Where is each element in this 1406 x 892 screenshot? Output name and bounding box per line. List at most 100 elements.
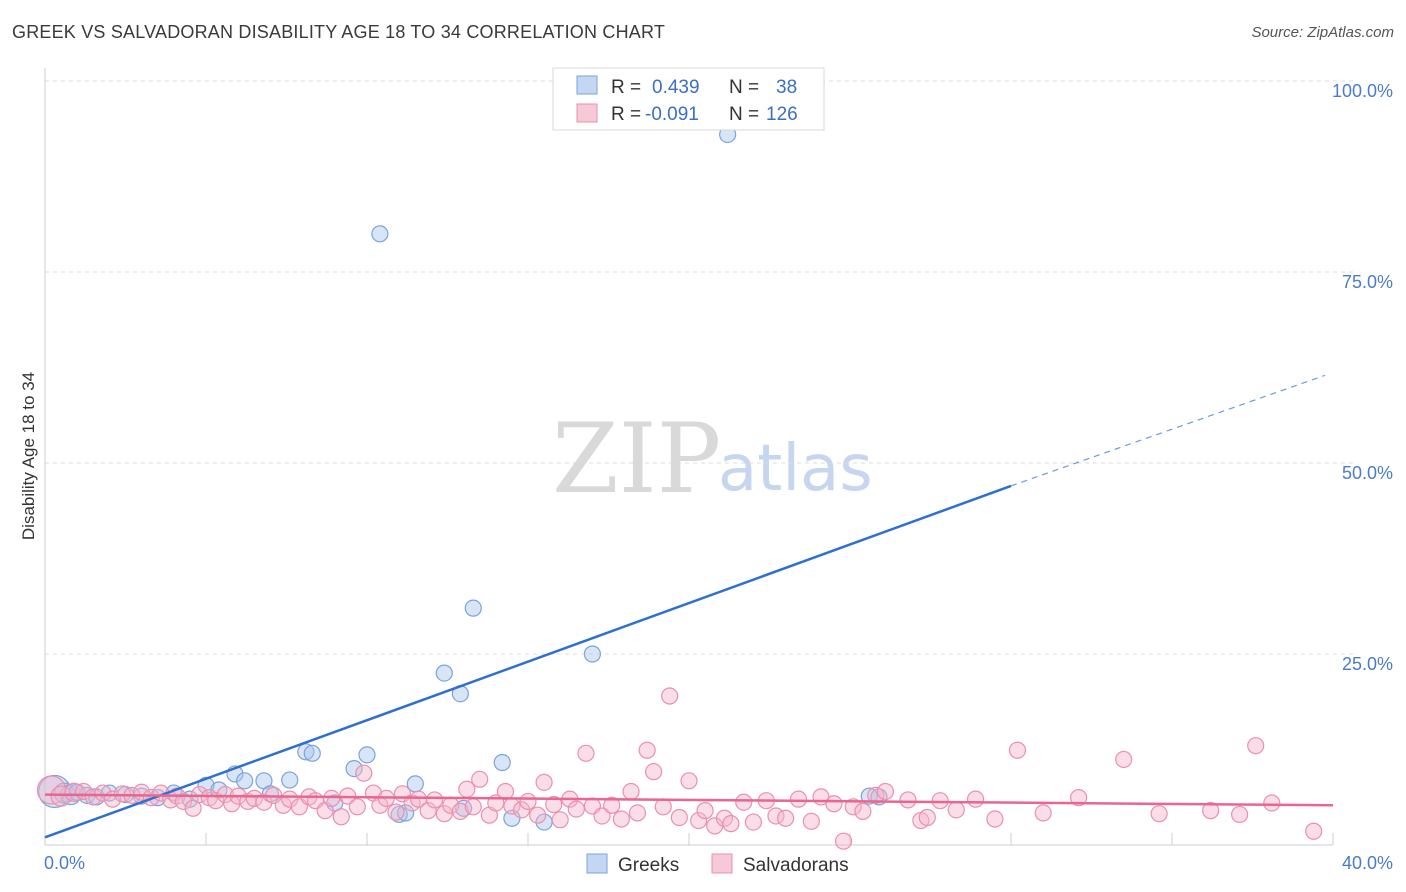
salvadorans-swatch <box>576 103 598 123</box>
salvadorans-point <box>802 812 820 830</box>
greeks-point <box>358 746 376 764</box>
salvadorans-point <box>355 764 373 782</box>
salvadorans-n-value: 126 <box>766 104 798 125</box>
stats-legend-box <box>552 67 825 131</box>
greeks-point <box>53 782 75 804</box>
greeks-point <box>303 744 321 762</box>
salvadorans-point <box>567 800 585 818</box>
salvadorans-point <box>84 788 102 806</box>
greeks-n-label: N = <box>729 77 759 98</box>
salvadorans-point <box>1202 802 1220 820</box>
salvadorans-point <box>918 808 936 827</box>
salvadorans-point <box>638 741 656 759</box>
data-points <box>36 72 1323 850</box>
salvadorans-point <box>789 790 808 808</box>
salvadorans-point <box>1115 750 1133 769</box>
salvadorans-r-label: R = <box>611 104 641 125</box>
salvadorans-point <box>696 802 714 820</box>
legend-greeks-label: Greeks <box>618 855 679 876</box>
salvadorans-point <box>744 813 763 831</box>
watermark-zip: ZIP <box>552 403 721 515</box>
salvadorans-point <box>1231 805 1249 824</box>
x-tick-label-min: 0.0% <box>44 853 85 873</box>
salvadorans-point <box>876 782 895 801</box>
salvadorans-point <box>322 789 341 807</box>
greeks-point <box>281 771 299 789</box>
salvadorans-point <box>680 772 698 790</box>
salvadorans-point <box>519 792 537 811</box>
salvadorans-point <box>867 786 885 804</box>
salvadorans-point <box>834 832 853 850</box>
y-tick-label: 25.0% <box>1342 654 1393 674</box>
salvadorans-point <box>854 802 872 820</box>
greeks-r-label: R = <box>611 77 641 98</box>
salvadorans-point <box>174 792 193 811</box>
salvadorans-point <box>986 810 1004 828</box>
legend-salvadorans-label: Salvadorans <box>743 855 849 876</box>
salvadorans-point <box>535 773 553 791</box>
salvadorans-point <box>387 803 405 821</box>
salvadorans-point <box>245 789 263 807</box>
salvadorans-point <box>1034 804 1052 822</box>
greeks-point <box>236 772 254 790</box>
salvadorans-point <box>1008 741 1027 759</box>
salvadorans-point <box>622 782 640 801</box>
salvadorans-point <box>216 785 234 804</box>
salvadorans-point <box>931 792 949 810</box>
salvadorans-point <box>529 806 547 824</box>
salvadorans-point <box>899 791 917 809</box>
greeks-point <box>493 753 511 772</box>
salvadorans-point <box>670 808 688 827</box>
salvadorans-trend-line <box>44 793 1334 807</box>
salvadorans-point <box>735 793 753 811</box>
salvadorans-point <box>551 811 569 829</box>
greeks-point <box>583 645 602 663</box>
greeks-trend-extension <box>1010 374 1326 487</box>
salvadorans-point <box>628 804 647 822</box>
salvadorans-point <box>690 811 708 830</box>
salvadorans-point <box>471 770 489 788</box>
salvadorans-point <box>64 782 84 802</box>
salvadorans-point <box>464 798 482 816</box>
greeks-swatch <box>576 75 598 95</box>
salvadorans-point <box>419 802 437 820</box>
salvadorans-point <box>348 798 366 816</box>
greeks-point <box>397 804 415 822</box>
y-tick-label: 50.0% <box>1342 463 1393 483</box>
legend-salvadorans-swatch <box>711 853 733 874</box>
x-tick-label-max: 40.0% <box>1342 853 1393 873</box>
watermark-atlas: atlas <box>718 432 873 506</box>
gridlines <box>45 80 1353 655</box>
greeks-point <box>435 664 453 682</box>
salvadorans-point <box>844 798 862 816</box>
y-axis-title: Disability Age 18 to 34 <box>19 372 38 540</box>
salvadorans-point <box>1247 737 1265 755</box>
salvadorans-point <box>776 809 795 827</box>
salvadorans-point <box>255 793 273 811</box>
salvadorans-point <box>426 791 444 809</box>
stats-legend: R = 0.439 N = 38 R = -0.091 N = 126 <box>552 67 825 131</box>
y-tick-label: 100.0% <box>1332 81 1393 101</box>
salvadorans-point <box>451 802 469 820</box>
salvadorans-point <box>966 790 985 808</box>
y-tick-label: 75.0% <box>1342 272 1393 292</box>
salvadorans-point <box>577 744 595 762</box>
salvadorans-point <box>1263 794 1281 812</box>
salvadorans-point <box>593 807 611 825</box>
salvadorans-point <box>1150 805 1168 823</box>
greeks-point <box>371 225 389 243</box>
salvadorans-point <box>722 815 740 833</box>
salvadorans-point <box>50 785 72 807</box>
greeks-point <box>860 787 878 805</box>
salvadorans-point <box>947 801 965 819</box>
axes: 25.0% 50.0% 75.0% 100.0% 0.0% 40.0% <box>44 68 1393 873</box>
salvadorans-point <box>1070 789 1088 807</box>
source-credit: Source: ZipAtlas.com <box>1251 24 1394 41</box>
salvadorans-point <box>184 799 202 817</box>
salvadorans-point <box>94 784 112 802</box>
greeks-trend-line <box>44 484 1012 839</box>
salvadorans-point <box>661 687 679 705</box>
salvadorans-point <box>1305 822 1323 840</box>
salvadorans-point <box>644 763 663 781</box>
